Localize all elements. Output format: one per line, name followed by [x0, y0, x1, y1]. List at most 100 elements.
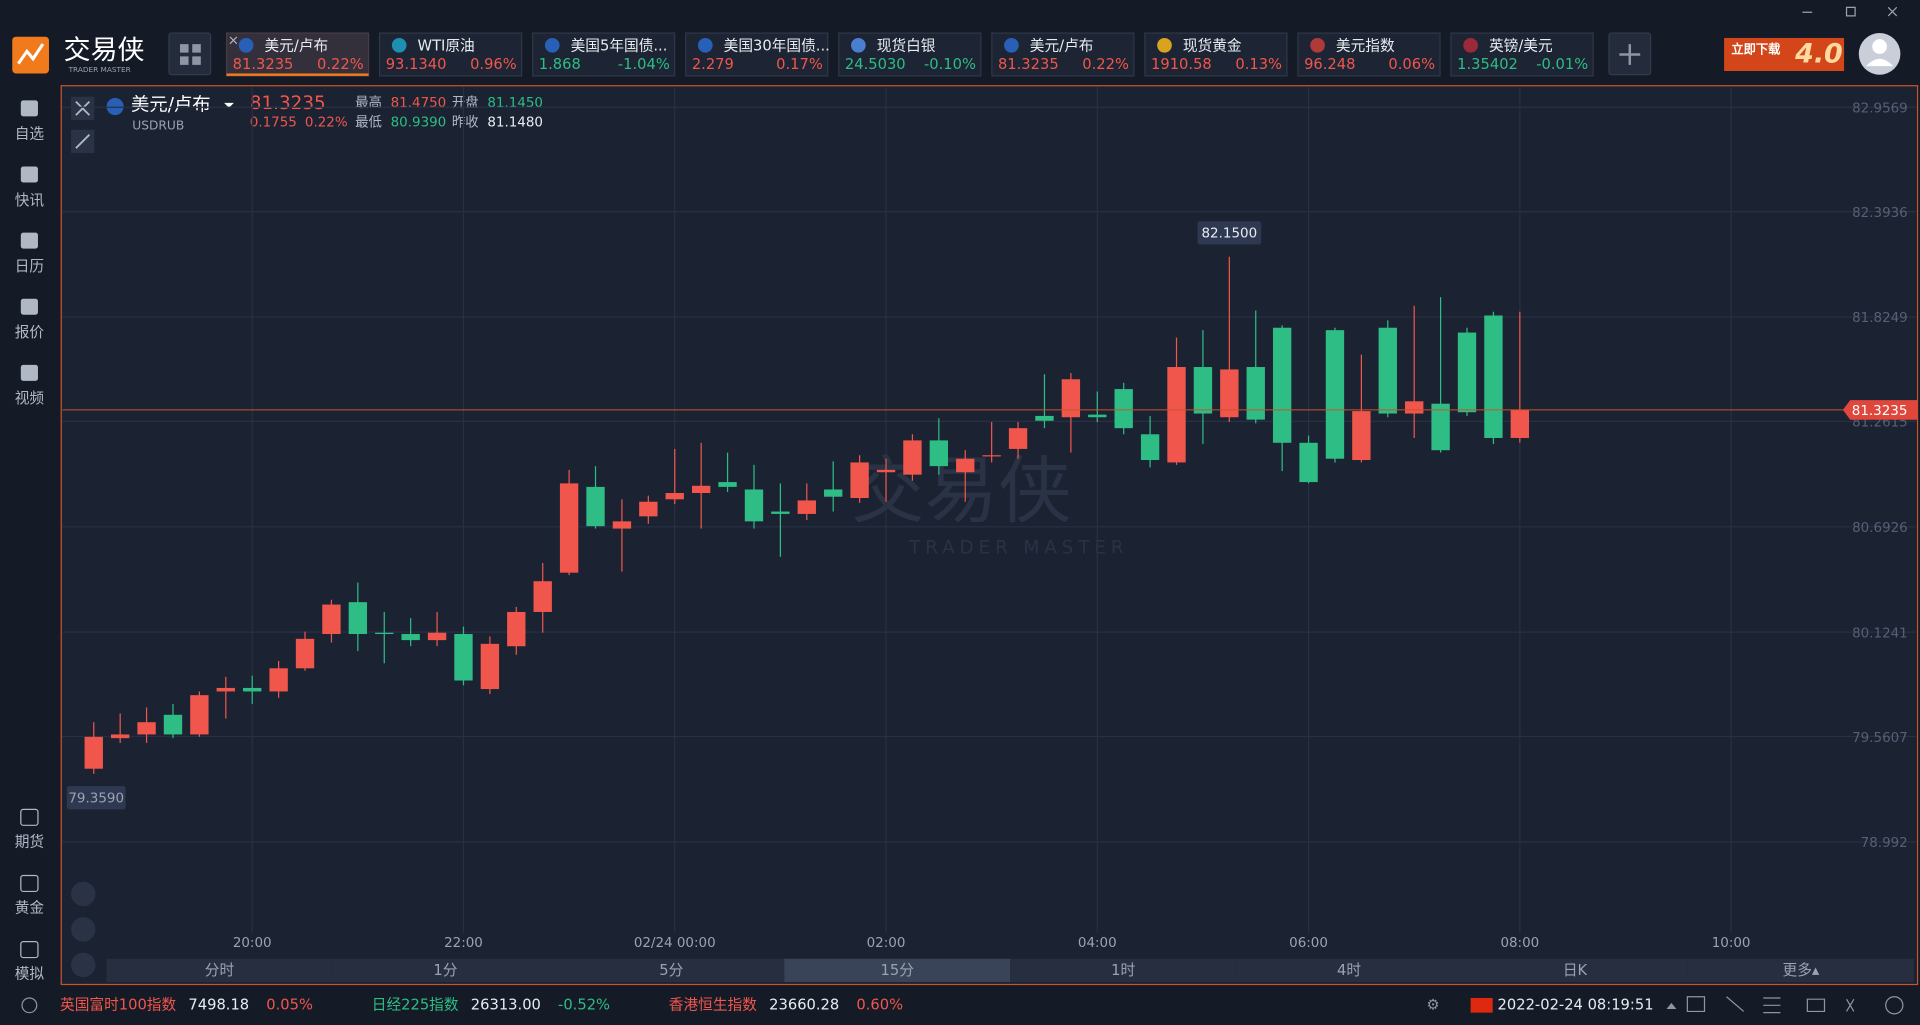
candle-body [903, 440, 922, 475]
candle-body [375, 632, 394, 635]
ticker-icon [697, 37, 713, 53]
sidebar-label[interactable]: 期货 [15, 833, 44, 850]
quote-change: 0.1755 [250, 115, 297, 130]
ticker-change: 0.06% [1388, 56, 1435, 73]
tool-button[interactable] [71, 917, 96, 942]
candle-body [1114, 389, 1133, 429]
ticker-price: 1.35402 [1457, 56, 1518, 73]
ticker-price: 96.248 [1304, 56, 1355, 73]
datetime: 2022-02-24 08:19:51 [1498, 996, 1654, 1013]
ticker-selected-bar [226, 73, 369, 76]
period-label[interactable]: 更多▴ [1783, 962, 1820, 979]
candle-body [480, 643, 500, 690]
tool-button[interactable] [71, 952, 96, 978]
period-label[interactable]: 分时 [205, 962, 235, 979]
sidebar-icon[interactable] [20, 232, 38, 249]
sidebar-icon[interactable] [20, 298, 38, 315]
sidebar-label[interactable]: 黄金 [15, 900, 45, 917]
candle-body [533, 581, 552, 612]
candle-body [1220, 369, 1239, 418]
sidebar-icon[interactable] [20, 100, 38, 117]
candle-body [1035, 415, 1054, 421]
ticker-price: 93.1340 [386, 56, 447, 73]
sidebar-icon[interactable] [20, 941, 39, 959]
footer-up[interactable] [1666, 1002, 1677, 1009]
candle-body [190, 695, 209, 735]
candle-body [1088, 414, 1107, 418]
high-tag [1197, 221, 1262, 245]
period-tab[interactable] [558, 958, 785, 983]
candle-body [691, 485, 711, 494]
sidebar-icon[interactable] [20, 166, 38, 183]
market-name: 日经225指数 [372, 996, 459, 1013]
low-tag [66, 786, 126, 810]
sidebar-label[interactable]: 模拟 [15, 966, 45, 983]
ticker-name: WTI原油 [418, 38, 475, 55]
candle-body [322, 604, 341, 635]
candle-body [639, 501, 658, 517]
market-price: 23660.28 [769, 996, 839, 1013]
y-tick-label: 78.992 [1861, 836, 1908, 851]
period-label[interactable]: 日K [1563, 962, 1588, 979]
last-price-label: 81.3235 [1852, 404, 1908, 419]
banner[interactable] [1724, 37, 1845, 72]
ticker-price: 81.3235 [998, 56, 1059, 73]
footer-tools[interactable] [1686, 996, 1904, 1015]
sidebar-label[interactable]: 报价 [15, 324, 45, 341]
stat-value: 81.1450 [487, 96, 543, 111]
candle-body [84, 736, 103, 769]
period-tab[interactable] [1462, 958, 1688, 983]
sidebar-icon[interactable] [20, 874, 39, 893]
market-change: -0.52% [558, 996, 610, 1013]
period-tab[interactable] [106, 958, 333, 983]
x-tick-label: 20:00 [233, 936, 272, 951]
ticker-close[interactable]: × [228, 33, 239, 48]
market-change: 0.05% [266, 996, 313, 1013]
candle-body [665, 493, 684, 500]
ticker-change: -0.01% [1536, 56, 1588, 73]
support-icon[interactable] [21, 997, 38, 1014]
period-label[interactable]: 1分 [433, 962, 457, 979]
candle-body [243, 687, 262, 692]
symbol-dropdown[interactable] [224, 102, 234, 108]
ticker-card[interactable] [532, 32, 676, 77]
add-icon [1619, 44, 1641, 65]
period-tab[interactable] [1687, 958, 1914, 983]
tool-button[interactable] [71, 881, 96, 907]
period-label[interactable]: 4时 [1337, 962, 1361, 979]
candle-body [1352, 411, 1371, 461]
grid-button[interactable] [168, 32, 212, 76]
sidebar-label[interactable]: 自选 [15, 126, 45, 143]
sidebar-label[interactable]: 快讯 [15, 192, 45, 209]
sidebar-label[interactable]: 视频 [15, 390, 45, 407]
candle-body [137, 722, 156, 735]
window-controls[interactable] [1802, 6, 1898, 17]
period-tab[interactable] [332, 958, 559, 983]
period-tab[interactable] [784, 958, 1011, 983]
candle-body [771, 511, 790, 514]
period-tab[interactable] [1236, 958, 1463, 983]
ticker-price: 2.279 [692, 56, 734, 73]
period-tab[interactable] [1010, 958, 1237, 983]
period-label[interactable]: 1时 [1111, 962, 1135, 979]
footer-tool[interactable]: ⚙ [1427, 996, 1440, 1013]
candle-body [850, 462, 869, 499]
ticker-change: 0.22% [317, 56, 364, 73]
x-tick-label: 04:00 [1078, 936, 1117, 951]
period-label[interactable]: 5分 [659, 962, 683, 979]
stat-value: 81.1480 [487, 115, 543, 130]
y-tick-label: 79.5607 [1852, 731, 1908, 746]
ticker-name: 美国5年国债... [571, 38, 668, 55]
period-label[interactable]: 15分 [881, 962, 915, 979]
high-label: 82.1500 [1202, 227, 1258, 242]
x-tick-label: 02/24 00:00 [634, 936, 716, 951]
sidebar-label[interactable]: 日历 [15, 258, 44, 275]
market-price: 7498.18 [188, 996, 249, 1013]
ticker-name: 美元/卢布 [1030, 38, 1094, 55]
sidebar-icon[interactable] [20, 364, 38, 381]
sidebar-icon[interactable] [20, 808, 39, 826]
logo-sub: TRADER MASTER [68, 65, 131, 74]
symbol-name[interactable]: 美元/卢布 [131, 94, 211, 115]
y-tick-label: 82.3936 [1852, 206, 1908, 221]
